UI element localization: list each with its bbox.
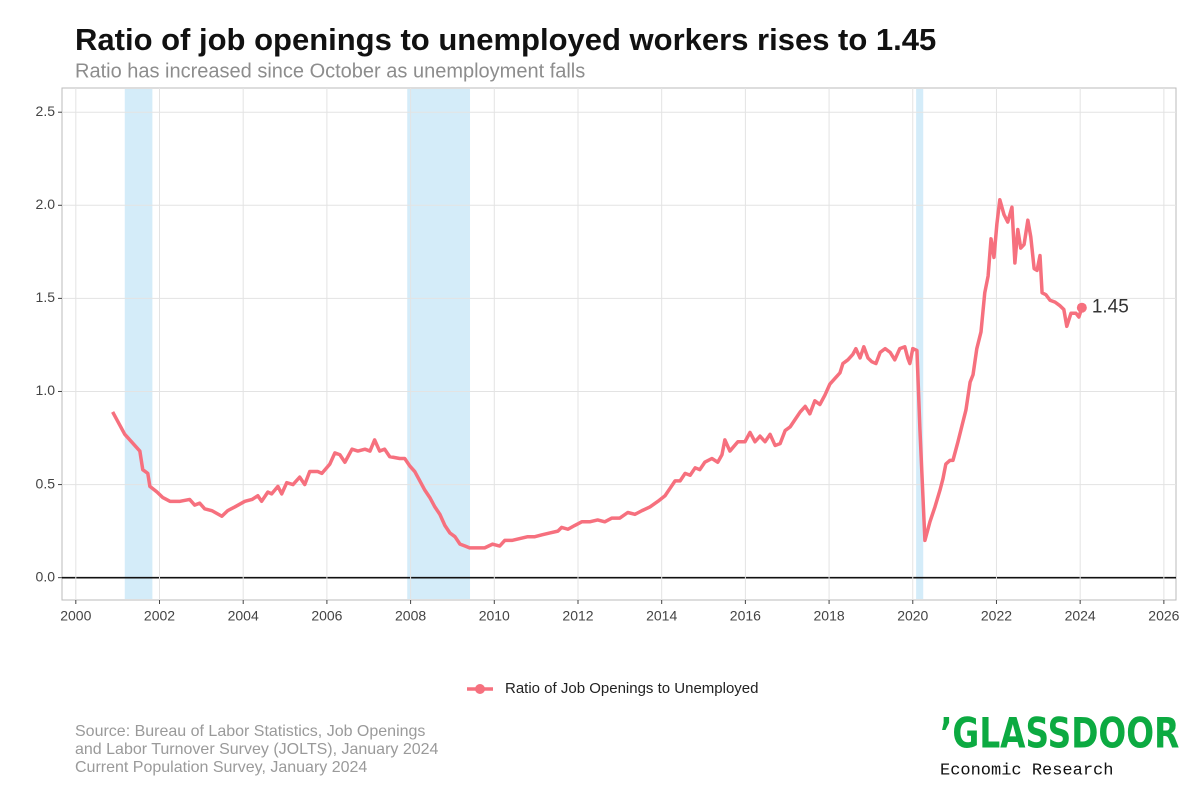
y-tick-label: 2.0	[36, 196, 56, 212]
data-line	[111, 197, 1084, 550]
legend-dot	[475, 684, 485, 694]
legend-label: Ratio of Job Openings to Unemployed	[505, 680, 758, 697]
y-tick-label: 0.0	[36, 568, 56, 584]
recession-band	[916, 89, 924, 599]
brand-logo: ’GLASSDOOR	[940, 709, 1179, 758]
x-tick-label: 2022	[981, 608, 1012, 624]
x-tick-label: 2026	[1148, 608, 1179, 624]
y-tick-label: 0.5	[36, 475, 56, 491]
x-tick-label: 2014	[646, 608, 677, 624]
y-tick-label: 1.5	[36, 289, 56, 305]
brand-subtitle: Economic Research	[940, 761, 1113, 780]
x-tick-label: 2002	[144, 608, 175, 624]
recession-band	[407, 89, 471, 599]
end-point	[1076, 302, 1087, 313]
y-tick-label: 1.0	[36, 382, 56, 398]
end-label: 1.45	[1092, 297, 1129, 318]
chart-title: Ratio of job openings to unemployed work…	[75, 22, 936, 57]
x-tick-label: 2020	[897, 608, 928, 624]
x-tick-label: 2000	[60, 608, 91, 624]
source-note: Source: Bureau of Labor Statistics, Job …	[75, 723, 425, 740]
chart-subtitle: Ratio has increased since October as une…	[75, 60, 585, 82]
x-tick-label: 2004	[228, 608, 259, 624]
x-tick-label: 2008	[395, 608, 426, 624]
x-tick-label: 2010	[479, 608, 510, 624]
source-note: Current Population Survey, January 2024	[75, 759, 367, 776]
y-tick-label: 2.5	[36, 103, 56, 119]
x-tick-label: 2012	[562, 608, 593, 624]
x-tick-label: 2006	[311, 608, 342, 624]
plot-frame	[61, 87, 1177, 601]
x-tick-label: 2018	[814, 608, 845, 624]
x-tick-label: 2016	[730, 608, 761, 624]
recession-band	[124, 89, 153, 599]
x-tick-label: 2024	[1065, 608, 1096, 624]
source-note: and Labor Turnover Survey (JOLTS), Janua…	[75, 741, 439, 758]
